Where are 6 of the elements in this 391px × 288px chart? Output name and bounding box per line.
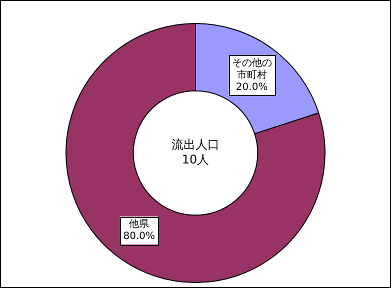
data-label: 20.0%: [236, 82, 268, 94]
text: 10人: [182, 152, 210, 167]
text: 流出人口: [172, 138, 220, 152]
slice-label: 他県: [129, 218, 150, 230]
slice-label: その他の市町村: [232, 57, 272, 82]
data-label: 80.0%: [123, 231, 156, 242]
